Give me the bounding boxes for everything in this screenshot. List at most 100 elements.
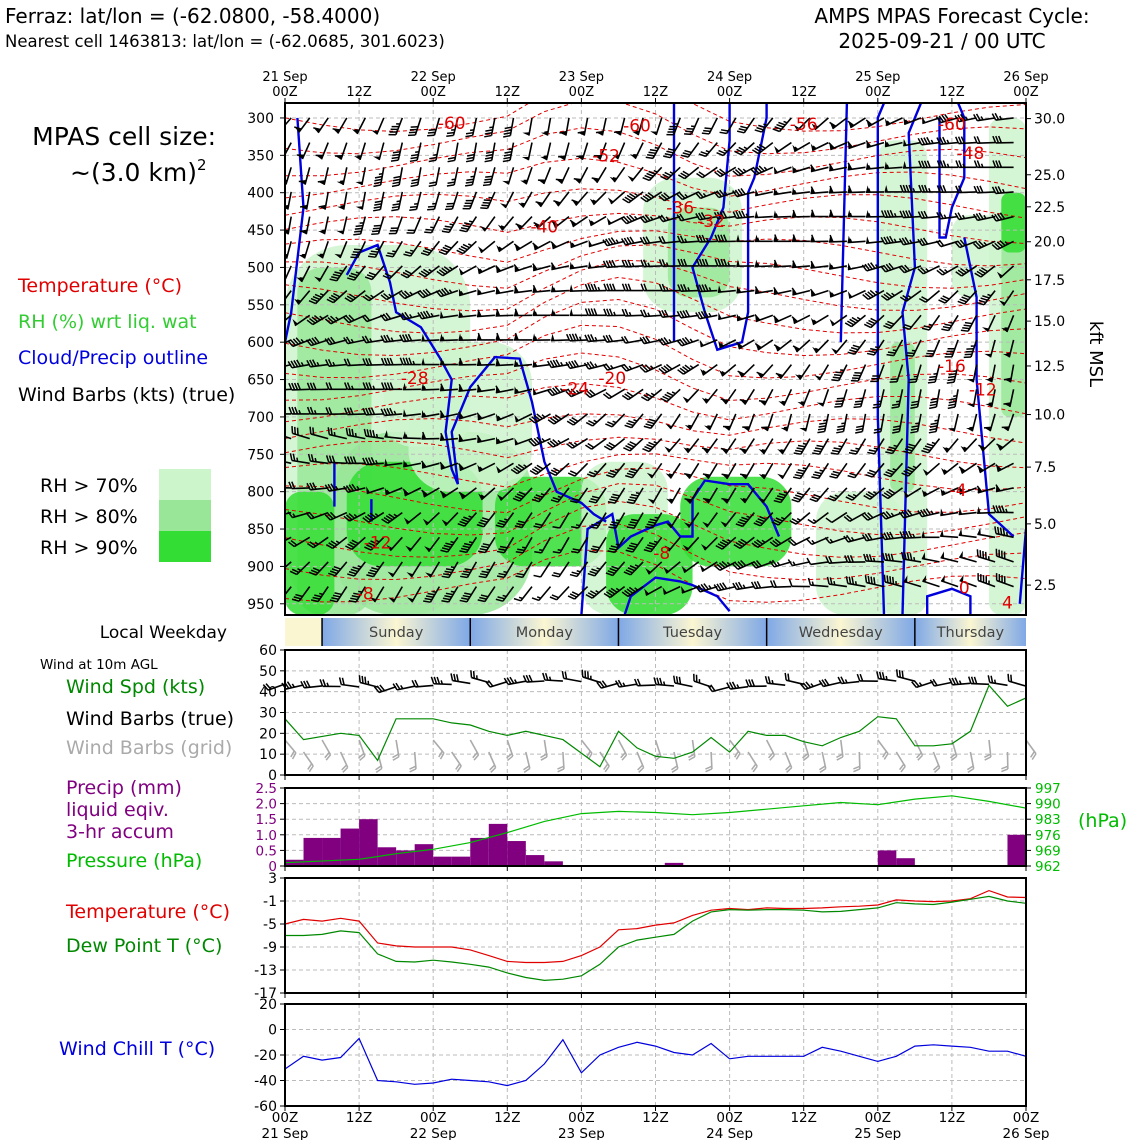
upper-wind-barb-feather	[606, 308, 611, 316]
height-tick-label: 12.5	[1034, 359, 1065, 375]
upper-wind-barb-staff	[1009, 389, 1015, 408]
precip-bar	[303, 837, 323, 866]
upper-wind-barb	[328, 561, 348, 577]
upper-wind-barb-staff	[889, 314, 904, 330]
upper-wind-barb-feather	[324, 514, 331, 521]
upper-wind-barb-flag	[627, 175, 634, 182]
upper-wind-barb-feather	[846, 555, 852, 563]
upper-wind-barb-feather	[391, 156, 399, 160]
upper-wind-barb	[306, 536, 329, 549]
upper-wind-barb	[325, 455, 347, 465]
upper-wind-barb-half-feather	[775, 213, 779, 218]
upper-wind-barb-feather	[792, 234, 797, 242]
upper-wind-barb	[715, 536, 737, 550]
upper-wind-barb-feather	[391, 184, 400, 188]
upper-wind-barb-feather	[936, 160, 941, 168]
upper-wind-barb	[960, 314, 978, 332]
upper-wind-barb	[714, 166, 737, 178]
upper-wind-barb	[570, 512, 589, 529]
upper-wind-barb-feather	[345, 545, 353, 551]
upper-wind-barb-feather	[976, 160, 981, 168]
upper-wind-barb-half-feather	[945, 447, 950, 451]
upper-wind-barb-feather	[666, 150, 674, 154]
true-wind-barb	[411, 679, 434, 688]
upper-wind-barb-staff	[810, 265, 829, 269]
grid-wind-barb-staff	[580, 739, 593, 754]
upper-wind-barb-feather	[994, 526, 997, 534]
rh-region	[494, 476, 607, 567]
upper-wind-barb	[925, 339, 941, 358]
legend-rh80: RH > 80%	[40, 506, 138, 528]
upper-wind-barb-flag	[314, 276, 321, 282]
temperature-contour	[285, 127, 1026, 177]
temperature-label: -16	[938, 357, 966, 377]
upper-wind-barb	[739, 487, 755, 504]
upper-wind-barb-feather	[621, 283, 626, 291]
upper-wind-barb	[382, 265, 403, 280]
upper-wind-barb-feather	[602, 239, 608, 247]
upper-wind-barb-half-feather	[687, 287, 691, 292]
upper-wind-barb-staff	[645, 363, 663, 373]
upper-wind-barb-feather	[682, 310, 688, 318]
upper-wind-barb-feather	[447, 156, 456, 160]
upper-wind-barb-feather	[999, 527, 1003, 535]
upper-wind-barb-staff	[387, 511, 403, 524]
upper-wind-barb-feather	[701, 234, 706, 243]
upper-wind-barb-staff	[885, 265, 903, 273]
upper-wind-barb-staff	[990, 364, 996, 383]
upper-wind-barb-staff	[699, 289, 718, 293]
upper-wind-barb-feather	[392, 181, 400, 185]
upper-wind-barb-half-feather	[775, 190, 779, 195]
upper-wind-barb-feather	[565, 333, 571, 342]
upper-wind-barb-feather	[571, 591, 580, 596]
upper-height-ticks: 30.025.022.520.017.515.012.510.07.55.02.…	[1026, 112, 1065, 594]
upper-wind-barb	[984, 339, 996, 358]
upper-wind-barb	[550, 262, 570, 271]
grid-wind-barb	[688, 739, 696, 761]
upper-wind-barb	[317, 167, 329, 186]
upper-wind-barb	[921, 530, 940, 539]
upper-wind-barb-feather	[696, 172, 703, 179]
upper-wind-barb-flag	[795, 374, 802, 380]
upper-wind-barb-flag	[754, 210, 759, 218]
upper-wind-barb-feather	[404, 290, 411, 297]
upper-wind-barb-staff	[377, 216, 385, 235]
upper-wind-barb-flag	[337, 206, 345, 210]
upper-wind-barb-feather	[721, 560, 729, 567]
rh-region	[285, 491, 335, 615]
upper-wind-barb	[863, 314, 885, 329]
upper-wind-barb-half-feather	[669, 498, 674, 501]
upper-wind-barb-feather	[794, 473, 803, 477]
upper-wind-barb-feather	[623, 237, 629, 245]
upper-wind-barb-staff	[521, 512, 533, 528]
upper-wind-barb-feather	[370, 540, 378, 545]
upper-wind-barb	[513, 308, 533, 317]
upper-wind-barb-feather	[739, 398, 748, 402]
upper-wind-barb	[880, 289, 903, 301]
upper-wind-barb-staff	[884, 559, 903, 563]
upper-wind-barb-feather	[571, 571, 579, 575]
upper-wind-barb-feather	[442, 246, 450, 251]
upper-wind-barb-half-feather	[705, 149, 710, 153]
upper-wind-barb-feather	[621, 394, 629, 401]
upper-wind-barb-feather	[285, 254, 288, 257]
temperature-label: -8	[357, 584, 374, 604]
upper-wind-barb-feather	[998, 505, 1003, 513]
upper-wind-barb	[310, 586, 329, 603]
upper-wind-barb-feather	[422, 311, 429, 319]
upper-wind-barb-flag	[424, 546, 431, 552]
upper-wind-barb-staff	[922, 580, 940, 588]
upper-wind-barb-staff	[865, 560, 885, 563]
upper-wind-barb-feather	[738, 540, 746, 546]
upper-wind-barb-staff	[581, 142, 589, 161]
upper-wind-barb-staff	[421, 388, 440, 391]
upper-wind-barb-staff	[315, 290, 329, 305]
upper-wind-barb-flag	[294, 298, 301, 305]
precip-bar	[396, 850, 415, 866]
upper-wind-barb	[847, 185, 866, 194]
upper-wind-barb-feather	[306, 542, 314, 549]
upper-wind-barb-staff	[440, 289, 459, 298]
grid-wind-barb-feather	[557, 765, 565, 770]
upper-wind-barb-feather	[623, 216, 630, 224]
upper-wind-barb-staff	[884, 215, 903, 219]
